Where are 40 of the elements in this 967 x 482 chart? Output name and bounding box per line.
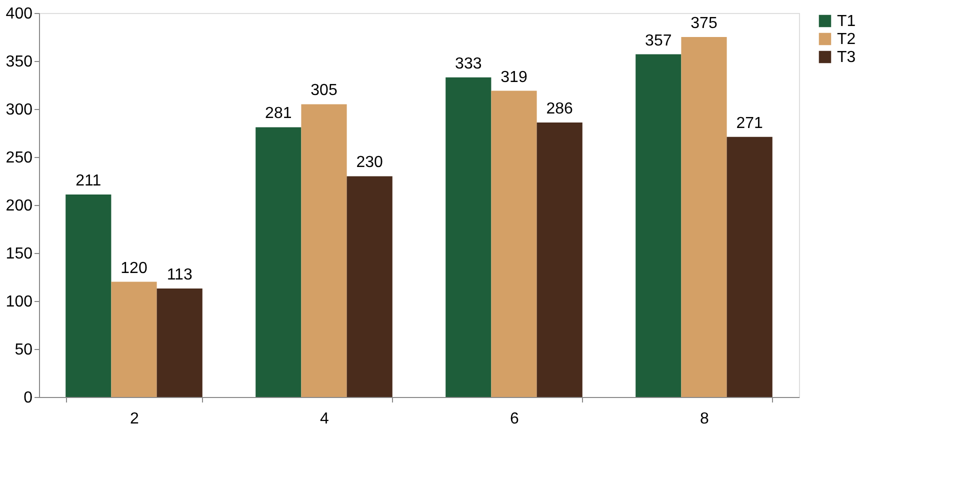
data-label: 357 — [645, 32, 672, 50]
bar — [346, 176, 392, 397]
bar — [726, 136, 772, 397]
bar — [66, 194, 112, 397]
bar — [111, 282, 157, 397]
y-tick-label: 50 — [14, 342, 33, 358]
legend-label: T1 — [837, 13, 856, 30]
data-label: 305 — [310, 82, 338, 100]
bar — [491, 90, 537, 397]
data-label: 375 — [690, 15, 718, 32]
y-tick-label: 350 — [6, 54, 33, 70]
x-tick-label: 8 — [700, 410, 710, 428]
bar — [301, 104, 347, 397]
data-label: 120 — [120, 260, 148, 277]
data-label: 271 — [736, 114, 764, 132]
bar — [681, 37, 727, 397]
bar — [156, 288, 202, 397]
x-tick-label: 6 — [510, 410, 520, 428]
y-tick-label: 300 — [6, 102, 33, 118]
legend-label: T2 — [837, 31, 856, 48]
data-label: 281 — [265, 105, 292, 122]
y-tick-label: 400 — [6, 6, 33, 22]
bar — [636, 54, 682, 397]
bar — [256, 127, 302, 397]
data-label: 211 — [76, 172, 102, 190]
x-tick-label: 2 — [130, 410, 140, 428]
data-label: 333 — [455, 55, 482, 72]
bar — [536, 122, 582, 397]
y-tick-label: 150 — [6, 246, 33, 262]
legend-label: T3 — [837, 49, 856, 66]
x-tick-label: 4 — [320, 410, 330, 428]
y-tick-label: 100 — [6, 294, 33, 310]
bar — [446, 77, 492, 397]
data-label: 319 — [500, 68, 528, 86]
y-tick-label: 200 — [6, 198, 33, 214]
y-tick-label: 250 — [6, 150, 33, 166]
data-label: 286 — [546, 100, 574, 118]
y-tick-label: 0 — [24, 390, 33, 406]
data-label: 113 — [166, 266, 192, 284]
data-label: 230 — [356, 154, 384, 172]
